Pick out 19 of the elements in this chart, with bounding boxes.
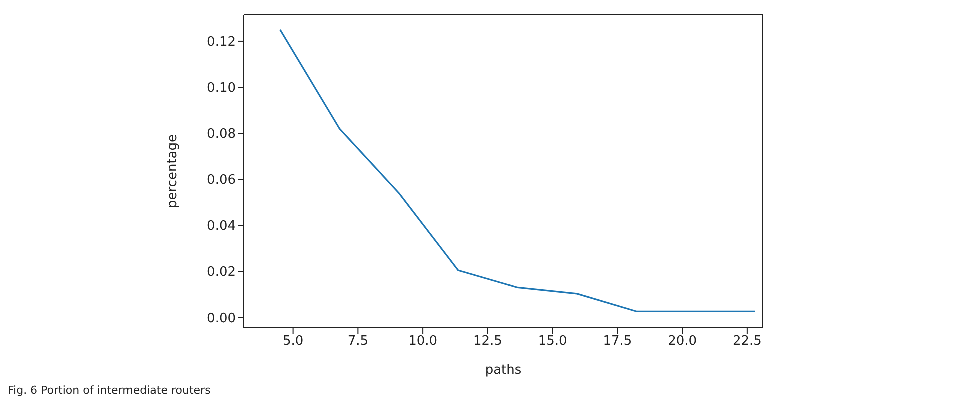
y-tick-label: 0.02 [207, 265, 236, 280]
x-tick-label: 5.0 [282, 334, 304, 350]
y-tick-label: 0.04 [207, 219, 236, 234]
x-tick-label: 17.5 [603, 334, 632, 350]
x-tick-label: 20.0 [668, 334, 698, 350]
x-tick-label: 12.5 [473, 334, 502, 350]
line-series [280, 29, 756, 312]
x-axis-title: paths [485, 363, 522, 378]
y-tick-label: 0.12 [207, 35, 236, 50]
x-tick-label: 22.5 [732, 334, 762, 350]
y-tick-label: 0.08 [207, 127, 236, 142]
x-tick-label: 10.0 [408, 334, 438, 350]
x-tick-label: 7.5 [348, 334, 369, 350]
y-axis-title: percentage [166, 134, 181, 209]
caption: Fig. 6 Portion of intermediate routers [8, 384, 212, 397]
y-tick-label: 0.00 [207, 311, 236, 326]
y-tick-label: 0.06 [207, 173, 236, 188]
x-tick-label: 15.0 [538, 334, 568, 350]
y-tick-label: 0.10 [207, 81, 236, 96]
